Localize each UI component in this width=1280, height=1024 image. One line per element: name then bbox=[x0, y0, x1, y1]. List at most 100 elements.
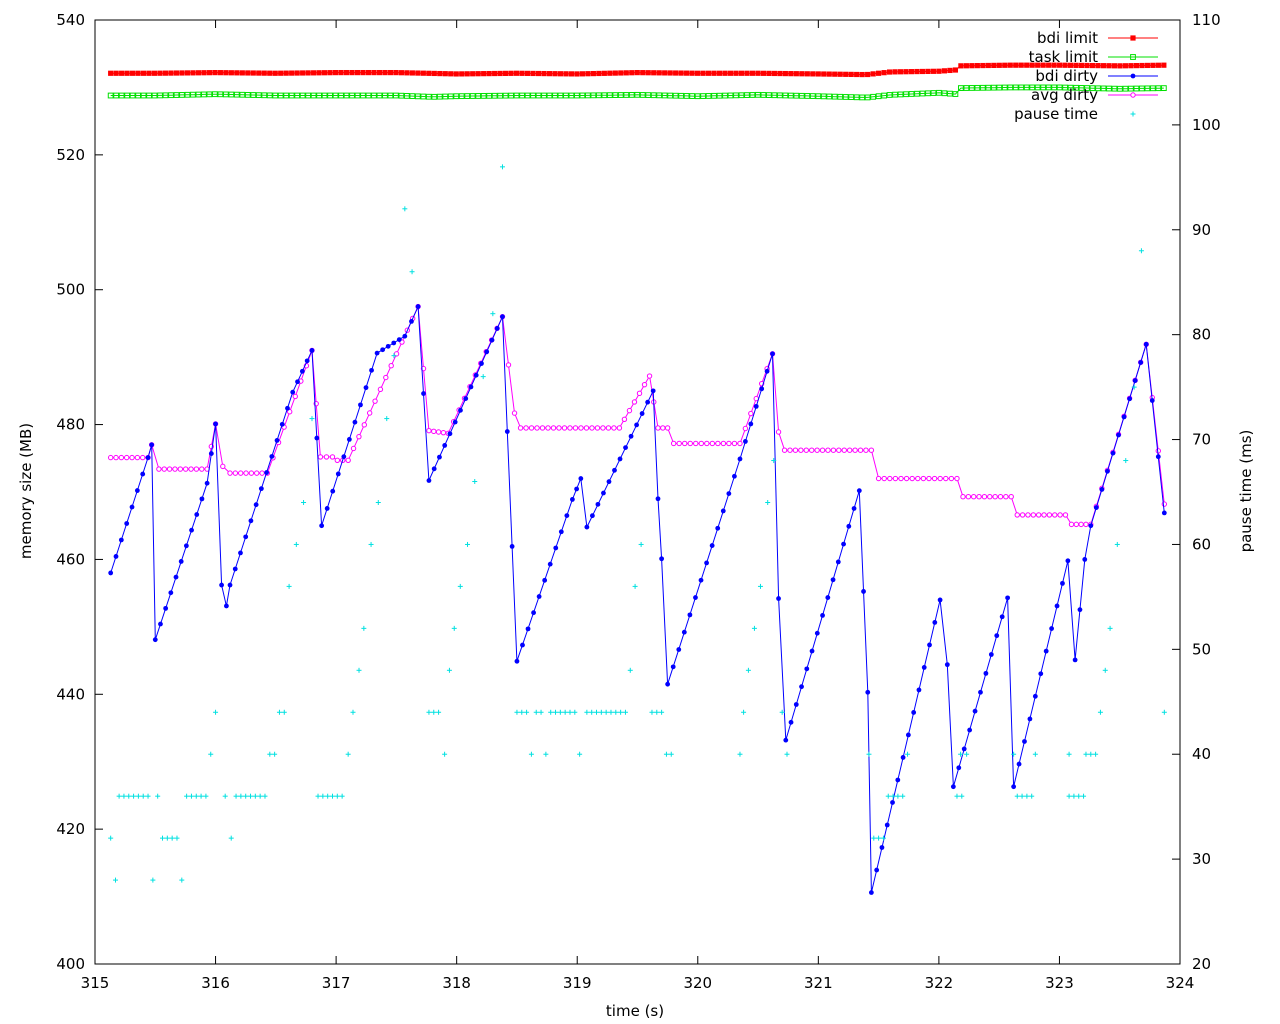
y-left-tick-label: 460 bbox=[56, 550, 85, 568]
data-point bbox=[349, 69, 355, 76]
data-point bbox=[345, 457, 351, 464]
data-point bbox=[278, 70, 284, 76]
data-point bbox=[371, 92, 377, 99]
data-point bbox=[826, 93, 833, 100]
data-point bbox=[1139, 85, 1145, 92]
data-point bbox=[809, 648, 815, 654]
data-point bbox=[612, 467, 617, 473]
data-point bbox=[156, 466, 162, 472]
data-point bbox=[553, 545, 559, 551]
data-point bbox=[963, 85, 970, 91]
data-point bbox=[361, 422, 368, 428]
data-point bbox=[793, 71, 799, 77]
x-tick-label: 318 bbox=[442, 974, 471, 992]
data-point bbox=[733, 92, 739, 99]
data-point bbox=[385, 343, 391, 349]
data-point bbox=[134, 454, 141, 461]
data-point bbox=[600, 425, 606, 431]
data-point bbox=[804, 666, 810, 672]
data-point bbox=[173, 574, 179, 580]
data-point bbox=[182, 466, 189, 472]
data-point bbox=[920, 475, 927, 482]
data-point bbox=[1133, 85, 1140, 92]
data-point bbox=[612, 92, 619, 98]
data-point bbox=[314, 435, 320, 441]
data-point bbox=[479, 361, 484, 366]
data-point bbox=[919, 68, 926, 75]
data-point bbox=[1077, 607, 1083, 613]
data-point bbox=[1089, 62, 1096, 69]
data-point bbox=[504, 429, 510, 434]
data-point bbox=[689, 70, 695, 76]
data-point bbox=[279, 421, 285, 427]
data-point bbox=[634, 91, 641, 98]
data-point bbox=[245, 70, 251, 76]
data-point bbox=[903, 91, 909, 98]
data-point bbox=[334, 457, 341, 464]
data-point bbox=[376, 92, 383, 99]
x-tick-label: 321 bbox=[804, 974, 833, 992]
data-point bbox=[628, 92, 635, 98]
data-point bbox=[1034, 84, 1041, 91]
data-point bbox=[324, 506, 330, 511]
data-point bbox=[473, 372, 479, 378]
data-point bbox=[579, 92, 586, 99]
data-point bbox=[1144, 85, 1151, 92]
data-point bbox=[863, 447, 869, 453]
data-point bbox=[497, 92, 504, 99]
y-left-tick-label: 540 bbox=[56, 11, 85, 29]
data-point bbox=[409, 319, 414, 324]
data-point bbox=[398, 92, 405, 99]
y-left-tick-label: 400 bbox=[56, 955, 85, 973]
data-point bbox=[256, 70, 262, 76]
data-point bbox=[646, 373, 653, 379]
data-point bbox=[634, 422, 639, 428]
data-point bbox=[908, 69, 915, 75]
data-point bbox=[1100, 85, 1107, 92]
data-point bbox=[1057, 62, 1063, 68]
data-point bbox=[195, 91, 202, 98]
data-point bbox=[1121, 414, 1127, 420]
data-point bbox=[689, 93, 696, 99]
data-point bbox=[319, 523, 325, 529]
data-point bbox=[776, 596, 781, 601]
data-point bbox=[659, 556, 665, 562]
data-point bbox=[530, 92, 536, 99]
data-point bbox=[534, 425, 540, 431]
data-point bbox=[442, 443, 448, 448]
data-point bbox=[113, 454, 119, 461]
data-point bbox=[346, 437, 352, 442]
data-point bbox=[354, 92, 361, 99]
data-point bbox=[941, 90, 948, 97]
y-left-tick-label: 500 bbox=[56, 281, 85, 299]
data-point bbox=[1106, 85, 1112, 92]
data-point bbox=[660, 425, 666, 431]
data-point bbox=[484, 349, 490, 355]
data-point bbox=[546, 71, 553, 77]
data-point bbox=[927, 642, 932, 648]
legend-marker bbox=[1130, 92, 1136, 98]
data-point bbox=[826, 71, 832, 77]
data-point bbox=[1013, 62, 1019, 68]
data-point bbox=[464, 71, 470, 77]
data-point bbox=[436, 93, 443, 100]
data-point bbox=[819, 447, 826, 453]
data-point bbox=[453, 93, 460, 100]
data-point bbox=[574, 71, 580, 77]
data-point bbox=[440, 429, 447, 436]
data-point bbox=[409, 93, 416, 100]
data-point bbox=[631, 399, 638, 405]
data-point bbox=[841, 447, 847, 453]
data-point bbox=[371, 69, 377, 76]
y-right-tick-label: 70 bbox=[1192, 431, 1211, 449]
data-point bbox=[793, 702, 799, 707]
data-point bbox=[693, 440, 699, 447]
plot-border bbox=[94, 19, 1181, 965]
data-point bbox=[926, 475, 932, 482]
data-point bbox=[788, 719, 794, 725]
data-point bbox=[898, 475, 904, 482]
data-point bbox=[950, 784, 956, 790]
data-point bbox=[915, 475, 921, 482]
data-point bbox=[1008, 494, 1014, 500]
data-point bbox=[974, 84, 981, 91]
